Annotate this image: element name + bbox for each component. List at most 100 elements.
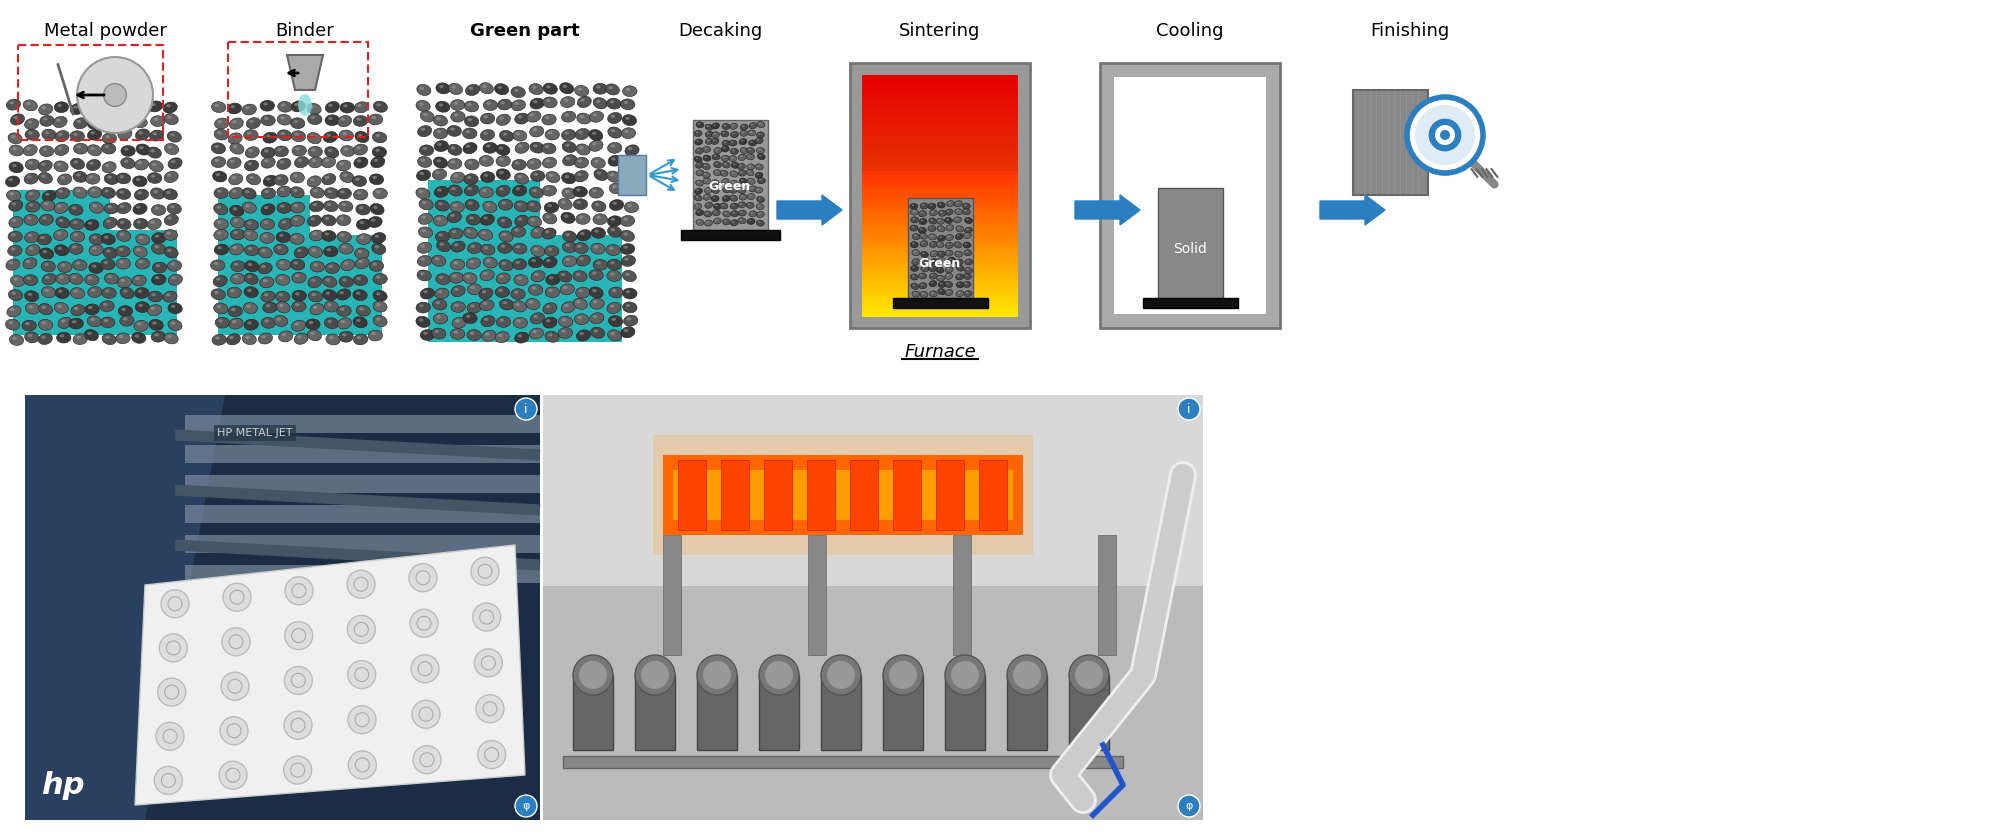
Ellipse shape <box>929 259 937 265</box>
Ellipse shape <box>729 195 737 201</box>
Ellipse shape <box>607 142 621 153</box>
Ellipse shape <box>374 273 388 284</box>
Ellipse shape <box>294 132 298 136</box>
Ellipse shape <box>138 161 142 164</box>
Ellipse shape <box>264 102 268 106</box>
Bar <box>861 90 1017 94</box>
Ellipse shape <box>454 330 458 334</box>
Ellipse shape <box>88 287 102 297</box>
Ellipse shape <box>244 319 258 330</box>
Ellipse shape <box>695 122 703 128</box>
Ellipse shape <box>28 204 34 206</box>
Ellipse shape <box>418 227 432 238</box>
Ellipse shape <box>56 119 60 122</box>
Ellipse shape <box>344 104 348 107</box>
Ellipse shape <box>589 287 603 298</box>
Ellipse shape <box>577 316 581 319</box>
Ellipse shape <box>356 292 360 295</box>
Ellipse shape <box>921 235 923 236</box>
Ellipse shape <box>611 129 615 132</box>
Ellipse shape <box>480 187 494 198</box>
Ellipse shape <box>420 127 426 131</box>
Ellipse shape <box>120 220 124 224</box>
Ellipse shape <box>697 220 699 222</box>
Ellipse shape <box>370 204 384 215</box>
Ellipse shape <box>434 215 448 226</box>
Ellipse shape <box>10 276 24 287</box>
Ellipse shape <box>480 270 494 281</box>
Ellipse shape <box>541 143 555 154</box>
Ellipse shape <box>342 334 346 337</box>
Ellipse shape <box>579 115 583 118</box>
Text: i: i <box>523 402 527 416</box>
Ellipse shape <box>212 142 226 153</box>
Ellipse shape <box>168 319 182 331</box>
Ellipse shape <box>609 199 623 210</box>
Ellipse shape <box>703 187 711 194</box>
Ellipse shape <box>739 203 741 204</box>
Ellipse shape <box>24 215 38 225</box>
Ellipse shape <box>547 132 551 134</box>
Ellipse shape <box>741 148 743 151</box>
Ellipse shape <box>557 199 571 210</box>
Ellipse shape <box>292 290 306 301</box>
Ellipse shape <box>120 158 134 168</box>
Circle shape <box>472 557 500 585</box>
Ellipse shape <box>541 158 555 168</box>
Bar <box>861 301 1017 305</box>
Ellipse shape <box>452 286 466 297</box>
Bar <box>861 144 1017 148</box>
Text: HP METAL JET: HP METAL JET <box>218 428 292 438</box>
Ellipse shape <box>264 149 268 153</box>
Bar <box>861 108 1017 112</box>
Ellipse shape <box>60 264 66 266</box>
Ellipse shape <box>116 230 130 241</box>
Ellipse shape <box>230 143 244 154</box>
Circle shape <box>579 661 607 689</box>
Ellipse shape <box>591 142 595 146</box>
Ellipse shape <box>931 260 933 261</box>
Circle shape <box>827 661 855 689</box>
Ellipse shape <box>122 103 126 106</box>
Ellipse shape <box>168 249 172 252</box>
Ellipse shape <box>418 256 432 266</box>
Bar <box>8 100 184 340</box>
Ellipse shape <box>374 290 388 302</box>
Ellipse shape <box>513 318 527 328</box>
Circle shape <box>889 661 917 689</box>
Ellipse shape <box>561 188 575 199</box>
Ellipse shape <box>262 188 276 199</box>
Ellipse shape <box>713 139 715 141</box>
Ellipse shape <box>24 232 38 243</box>
Ellipse shape <box>322 230 336 241</box>
Ellipse shape <box>500 116 503 120</box>
Circle shape <box>765 661 793 689</box>
Ellipse shape <box>929 251 937 257</box>
Ellipse shape <box>296 292 300 296</box>
Ellipse shape <box>965 292 967 293</box>
Ellipse shape <box>88 332 92 335</box>
Ellipse shape <box>294 323 300 325</box>
Ellipse shape <box>591 132 595 135</box>
Ellipse shape <box>454 113 458 116</box>
Ellipse shape <box>438 142 442 146</box>
Ellipse shape <box>432 169 446 180</box>
Ellipse shape <box>749 122 757 129</box>
Ellipse shape <box>246 147 260 158</box>
Ellipse shape <box>563 113 569 116</box>
Ellipse shape <box>929 235 933 237</box>
Ellipse shape <box>575 287 589 298</box>
Ellipse shape <box>262 318 276 328</box>
Ellipse shape <box>54 245 68 256</box>
Ellipse shape <box>26 245 40 256</box>
Ellipse shape <box>290 118 304 129</box>
Ellipse shape <box>292 301 306 312</box>
Polygon shape <box>218 195 382 335</box>
Ellipse shape <box>434 128 448 139</box>
Ellipse shape <box>244 130 258 141</box>
Ellipse shape <box>621 115 635 126</box>
Ellipse shape <box>531 128 537 132</box>
Ellipse shape <box>436 274 450 285</box>
Ellipse shape <box>170 205 174 209</box>
Ellipse shape <box>496 287 509 297</box>
